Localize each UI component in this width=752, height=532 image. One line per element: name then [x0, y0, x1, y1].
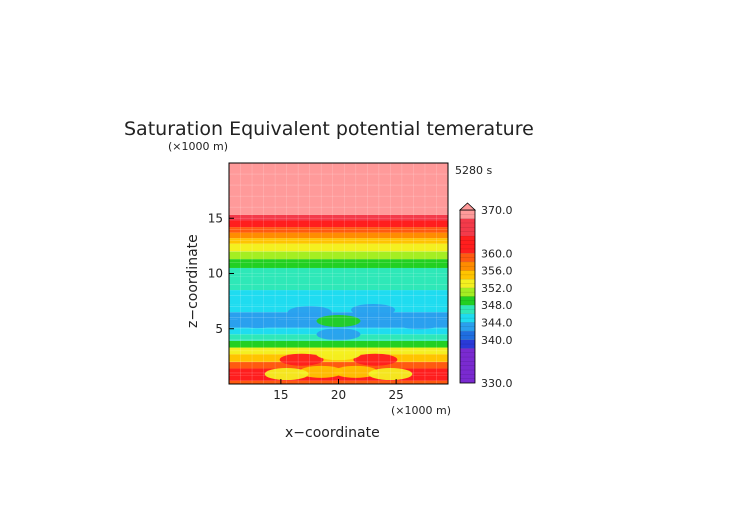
colorbar-tick-label: 348.0: [481, 299, 513, 312]
contour-band: [229, 361, 448, 369]
contour-band: [229, 243, 448, 252]
x-tick-label: 15: [273, 388, 288, 402]
y-tick-label: 10: [208, 267, 223, 281]
y-axis-label: z−coordinate: [185, 234, 201, 328]
colorbar-swatch: [460, 287, 475, 297]
colorbar-swatch: [460, 296, 475, 306]
x-axis-label: x−coordinate: [285, 425, 380, 441]
contour-band: [229, 214, 448, 221]
contour-band: [229, 238, 448, 244]
contour-anomaly: [279, 353, 324, 366]
contour-anomaly: [368, 368, 413, 381]
contour-band: [229, 232, 448, 239]
x-unit-label: (×1000 m): [391, 404, 451, 417]
contour-anomaly: [316, 315, 361, 328]
x-ticks: 15 20 25: [273, 379, 404, 402]
contour-band: [229, 259, 448, 268]
contour-band: [229, 227, 448, 233]
colorbar-tick-label: 356.0: [481, 265, 513, 278]
x-tick-label: 20: [331, 388, 346, 402]
contour-band: [229, 251, 448, 260]
contour-band: [229, 290, 448, 305]
x-tick-label: 25: [388, 388, 403, 402]
colorbar-swatch: [460, 339, 475, 349]
contour-anomaly: [316, 348, 361, 361]
colorbar-extend-arrow: [458, 202, 477, 211]
colorbar-swatch: [460, 270, 475, 280]
colorbar-swatch: [460, 279, 475, 288]
contour-bands: [229, 163, 448, 384]
contour-anomaly: [299, 365, 344, 378]
contour-band: [229, 220, 448, 228]
colorbar-swatch: [460, 261, 475, 271]
contour-anomaly: [235, 316, 280, 329]
contour-anomaly: [316, 328, 361, 341]
colorbar-swatch: [460, 348, 475, 383]
colorbar-swatch: [460, 235, 475, 254]
chart-title: Saturation Equivalent potential temeratu…: [124, 118, 534, 140]
contour-band: [229, 276, 448, 291]
colorbar-swatch: [460, 313, 475, 323]
y-unit-label: (×1000 m): [168, 140, 228, 153]
colorbar-tick-label: 344.0: [481, 316, 513, 329]
colorbar-swatch: [460, 218, 475, 236]
colorbar-swatch: [460, 305, 475, 314]
contour-anomaly: [397, 317, 442, 330]
contour-band: [229, 304, 448, 313]
colorbar-tick-label: 330.0: [481, 377, 513, 390]
colorbar: 370.0 360.0 356.0 352.0 348.0 344.0 340.0 330.0: [458, 202, 513, 390]
contour-anomaly: [353, 353, 398, 366]
colorbar-tick-label: 352.0: [481, 282, 513, 295]
contour-anomaly: [264, 368, 309, 381]
colorbar-swatch: [460, 253, 475, 262]
colorbar-swatch: [460, 210, 475, 219]
colorbar-tick-label: 360.0: [481, 247, 513, 260]
time-label: 5280 s: [455, 164, 492, 177]
contour-band: [229, 267, 448, 277]
colorbar-tick-label: 370.0: [481, 204, 513, 217]
colorbar-tick-label: 340.0: [481, 334, 513, 347]
grid-lines: [228, 162, 449, 385]
plot-area: [228, 162, 449, 385]
y-tick-label: 5: [215, 322, 223, 336]
contour-anomaly: [351, 303, 396, 316]
contour-band: [229, 340, 448, 348]
y-tick-label: 15: [208, 211, 223, 225]
y-ticks: 5 10 15: [208, 211, 234, 336]
contour-band: [229, 375, 448, 381]
contour-anomaly: [287, 306, 332, 319]
contour-anomalies: [235, 303, 442, 381]
colorbar-swatch: [460, 331, 475, 340]
colorbar-swatch: [460, 322, 475, 332]
contour-anomaly: [333, 365, 378, 378]
contour-band: [229, 163, 448, 215]
